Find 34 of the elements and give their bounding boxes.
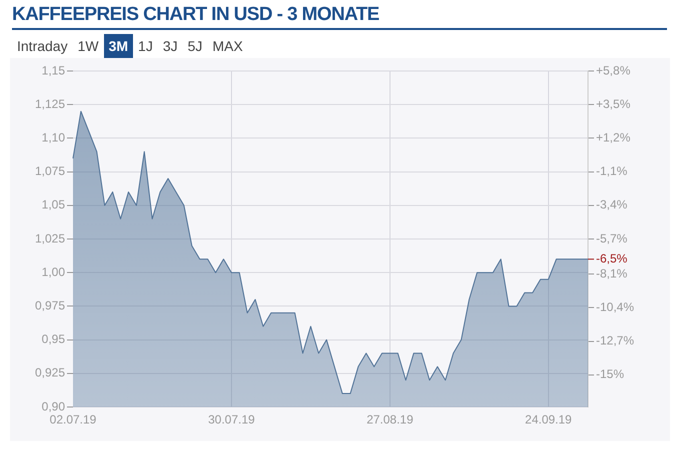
y-tick-label: 0,925 bbox=[34, 366, 66, 380]
text: MAX bbox=[211, 37, 244, 56]
y-tick-label: 1,075 bbox=[34, 164, 66, 178]
text: 3M bbox=[104, 34, 134, 58]
text: 1J bbox=[137, 37, 154, 56]
y-tick-label: 0,90 bbox=[42, 399, 66, 414]
y-tick-label: 1,05 bbox=[42, 198, 66, 212]
y-tick-label: 0,975 bbox=[34, 298, 66, 313]
text: 1W bbox=[76, 37, 100, 56]
y2-tick-label: -5,7% bbox=[596, 231, 628, 246]
y2-tick-label: -1,1% bbox=[596, 164, 628, 178]
y2-tick-label: +3,5% bbox=[596, 96, 631, 111]
text: Intraday bbox=[16, 37, 69, 56]
y-tick-label: 1,125 bbox=[34, 96, 66, 111]
x-tick-label: 02.07.19 bbox=[50, 412, 97, 427]
y-tick-label: 0,95 bbox=[42, 332, 66, 346]
y2-tick-label: -10,4% bbox=[596, 300, 634, 314]
y2-tick-label: -15% bbox=[596, 367, 624, 382]
y-tick-label: 1,15 bbox=[42, 63, 66, 78]
text: 3J bbox=[162, 37, 179, 56]
chart-title: KAFFEEPREIS CHART IN USD - 3 MONATE bbox=[12, 4, 667, 30]
y2-tick-label: -8,1% bbox=[596, 266, 628, 280]
x-tick-label: 24.09.19 bbox=[525, 412, 572, 427]
text: 5J bbox=[186, 37, 204, 56]
y-tick-label: 1,10 bbox=[42, 130, 66, 145]
y-tick-label: 1,025 bbox=[34, 231, 66, 246]
y-tick-label: 1,00 bbox=[42, 264, 66, 279]
x-tick-label: 27.08.19 bbox=[366, 412, 414, 427]
y2-tick-label: -3,4% bbox=[596, 198, 628, 212]
y2-tick-label: -12,7% bbox=[596, 334, 634, 348]
text: -6,5% bbox=[596, 251, 628, 266]
x-tick-label: 30.07.19 bbox=[208, 412, 256, 427]
y2-tick-label: +5,8% bbox=[596, 63, 631, 78]
y2-tick-label: +1,2% bbox=[596, 130, 631, 145]
